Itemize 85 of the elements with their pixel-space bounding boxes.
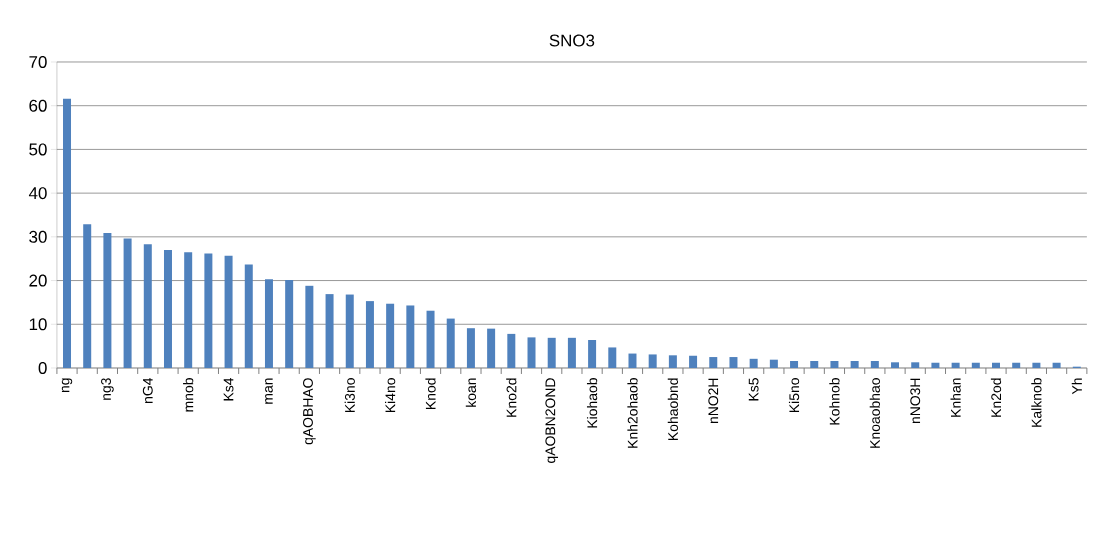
bar [345,294,354,368]
x-tick-label: Kohnob [829,378,840,425]
bar [264,279,273,368]
bar [790,360,799,368]
x-tick-label: Kohaobnd [667,378,678,440]
x-tick-label: Knh2ohaob [627,378,638,448]
x-tick-label: ng3 [101,378,114,400]
bar [1032,362,1041,368]
x-tick-label: koan [465,378,477,407]
bar [1012,362,1021,368]
bar [608,347,617,368]
bar [204,253,213,368]
bar [224,255,233,368]
x-tick-label: Knoaobhao [869,378,880,448]
bar [992,362,1001,368]
bar [63,98,72,368]
bar [1052,362,1061,368]
bar [810,360,819,368]
bar [951,362,960,368]
bar [870,360,879,368]
y-tick-label: 0 [38,361,47,374]
x-tick-label: ng [61,378,73,393]
x-tick-label: mnob [183,378,194,412]
x-tick-label: Kn2od [990,378,1002,417]
bar [709,357,718,368]
bar [527,337,536,368]
chart-title: SNO3 [549,34,595,47]
bar [850,360,859,368]
bar [487,328,496,368]
bar [729,357,738,368]
x-tick-label: man [265,378,273,404]
bar [285,280,294,368]
bar [588,340,597,368]
bar [648,354,657,368]
x-tick-label: Kiohaob [586,378,598,428]
y-tick-label: 40 [28,187,47,200]
x-tick-label: qAOBN2OND [545,378,559,463]
bar [931,362,940,368]
bar [446,318,455,368]
x-tick-label: nG4 [142,377,153,403]
x-tick-label: Knod [425,378,436,409]
x-tick-label: Ki4no [385,378,396,413]
bar [507,333,516,368]
bar [184,252,193,368]
bar [386,303,395,368]
bar [244,264,253,368]
x-tick-label: Ki5no [788,378,800,413]
bar [143,244,152,368]
y-tick-label: 50 [29,143,47,156]
bar [103,232,112,368]
bar [325,294,334,368]
x-tick-label: qAOBHAO [303,378,316,445]
bar [406,305,415,368]
x-tick-label: nNO2H [708,378,719,424]
bar [547,337,556,368]
bar [426,310,435,368]
x-tick-label: Kno2d [506,378,517,417]
bar [769,359,778,368]
bar [83,224,92,368]
x-tick-label: Kalknob [1031,378,1042,427]
bar [567,337,576,368]
x-tick-label: nNO3H [910,378,921,424]
bar [911,362,920,368]
y-tick-label: 70 [29,55,47,68]
x-tick-label: Yh [1071,378,1082,395]
y-tick-label: 20 [29,274,47,287]
bar [971,362,980,368]
bar [749,358,758,368]
bar [365,301,374,368]
bar [123,238,132,368]
x-tick-label: Ks4 [223,377,234,401]
y-tick-label: 60 [29,99,47,112]
y-tick-label: 30 [29,230,47,243]
y-tick-label: 10 [29,318,47,331]
bar [628,353,637,368]
bar [689,355,698,368]
x-tick-label: Ks5 [748,378,759,401]
bar [668,355,677,368]
x-tick-label: Knhan [950,378,961,417]
x-tick-label: Ki3no [344,378,355,413]
bar [305,285,314,368]
bar [163,249,172,368]
bar [891,362,900,368]
bar [466,328,475,368]
bar [830,360,839,368]
